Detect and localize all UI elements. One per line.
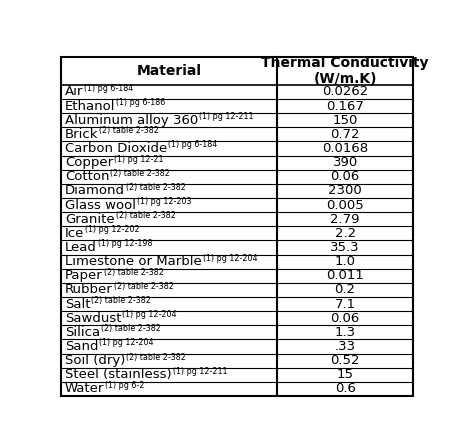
- Text: (2) table 2-382: (2) table 2-382: [114, 282, 174, 291]
- Text: 390: 390: [333, 156, 358, 169]
- Text: (2) table 2-382: (2) table 2-382: [127, 353, 186, 362]
- Text: Steel (stainless): Steel (stainless): [65, 368, 171, 381]
- Text: 2300: 2300: [328, 185, 362, 198]
- Text: (2) table 2-382: (2) table 2-382: [126, 183, 186, 192]
- Text: (1) pg 12-198: (1) pg 12-198: [98, 239, 152, 249]
- Text: (1) pg 12-203: (1) pg 12-203: [137, 197, 191, 206]
- Text: 0.0262: 0.0262: [322, 86, 368, 99]
- Text: (1) pg 6-184: (1) pg 6-184: [168, 140, 218, 150]
- Text: 0.06: 0.06: [330, 170, 360, 183]
- Text: 0.167: 0.167: [326, 99, 364, 112]
- Text: (1) pg 6-186: (1) pg 6-186: [116, 98, 166, 107]
- Text: Copper: Copper: [65, 156, 113, 169]
- Text: 7.1: 7.1: [334, 297, 356, 310]
- Text: (1) pg 12-204: (1) pg 12-204: [122, 310, 177, 319]
- Text: (2) table 2-382: (2) table 2-382: [101, 324, 161, 333]
- Text: 2.79: 2.79: [330, 213, 360, 226]
- Text: Water: Water: [65, 383, 104, 396]
- Text: Ethanol: Ethanol: [65, 99, 116, 112]
- Text: Lead: Lead: [65, 241, 97, 254]
- Text: Ice: Ice: [65, 227, 84, 240]
- Text: 0.011: 0.011: [326, 269, 364, 282]
- Text: (2) table 2-382: (2) table 2-382: [104, 268, 164, 277]
- Text: Paper: Paper: [65, 269, 103, 282]
- Text: Sand: Sand: [65, 340, 98, 353]
- Text: Salt: Salt: [65, 297, 91, 310]
- Text: Sawdust: Sawdust: [65, 312, 122, 325]
- Text: (1) pg 12-211: (1) pg 12-211: [199, 112, 254, 121]
- Text: Diamond: Diamond: [65, 185, 125, 198]
- Text: 0.06: 0.06: [330, 312, 360, 325]
- Text: (1) pg 12-204: (1) pg 12-204: [99, 338, 154, 347]
- Text: 0.52: 0.52: [330, 354, 360, 367]
- Text: Cotton: Cotton: [65, 170, 109, 183]
- Text: (1) pg 12-211: (1) pg 12-211: [173, 367, 227, 376]
- Text: (2) table 2-382: (2) table 2-382: [110, 169, 170, 178]
- Text: Brick: Brick: [65, 128, 98, 141]
- Text: 0.6: 0.6: [334, 383, 356, 396]
- Text: 150: 150: [333, 114, 358, 127]
- Text: .33: .33: [334, 340, 356, 353]
- Text: 2.2: 2.2: [334, 227, 356, 240]
- Text: 35.3: 35.3: [330, 241, 360, 254]
- Text: (1) pg 12-21: (1) pg 12-21: [114, 155, 164, 164]
- Text: Material: Material: [136, 64, 201, 78]
- Text: 0.72: 0.72: [330, 128, 360, 141]
- Text: Glass wool: Glass wool: [65, 198, 136, 211]
- Text: Silica: Silica: [65, 326, 100, 339]
- Text: Limestone or Marble: Limestone or Marble: [65, 255, 201, 268]
- Text: 0.0168: 0.0168: [322, 142, 368, 155]
- Text: Rubber: Rubber: [65, 284, 113, 297]
- Text: 15: 15: [337, 368, 353, 381]
- Text: Aluminum alloy 360: Aluminum alloy 360: [65, 114, 198, 127]
- Text: Carbon Dioxide: Carbon Dioxide: [65, 142, 167, 155]
- Text: Thermal Conductivity
(W/m.K): Thermal Conductivity (W/m.K): [261, 56, 429, 86]
- Text: (2) table 2-382: (2) table 2-382: [91, 296, 152, 305]
- Text: Soil (dry): Soil (dry): [65, 354, 125, 367]
- Text: Granite: Granite: [65, 213, 115, 226]
- Text: (1) pg 12-204: (1) pg 12-204: [203, 254, 257, 263]
- Text: (1) pg 6-184: (1) pg 6-184: [85, 84, 134, 93]
- Text: 1.3: 1.3: [334, 326, 356, 339]
- Text: (1) pg 6-2: (1) pg 6-2: [105, 381, 145, 390]
- Text: 0.005: 0.005: [326, 198, 364, 211]
- Text: (2) table 2-382: (2) table 2-382: [116, 211, 176, 220]
- Text: 0.2: 0.2: [334, 284, 356, 297]
- Text: (1) pg 12-202: (1) pg 12-202: [85, 225, 140, 234]
- Text: 1.0: 1.0: [334, 255, 356, 268]
- Text: Air: Air: [65, 86, 83, 99]
- Text: (2) table 2-382: (2) table 2-382: [99, 126, 159, 135]
